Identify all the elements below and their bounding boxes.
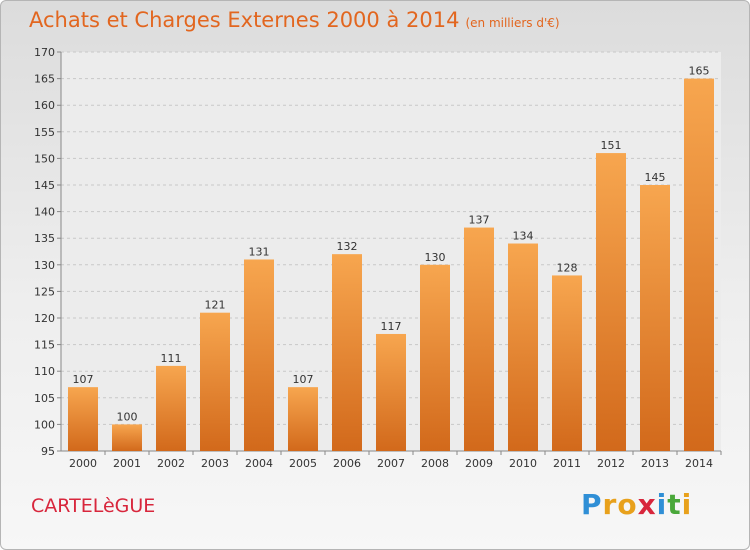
y-tick-label: 130 — [34, 259, 55, 272]
chart-title: Achats et Charges Externes 2000 à 2014 (e… — [29, 8, 560, 32]
bar-2004 — [244, 259, 274, 451]
bar-value-label: 151 — [601, 139, 622, 152]
bar-value-label: 117 — [381, 320, 402, 333]
bar-2003 — [200, 312, 230, 451]
bar-2013 — [640, 185, 670, 451]
x-tick-label: 2001 — [113, 457, 141, 470]
y-tick-label: 165 — [34, 73, 55, 86]
logo-letter: o — [617, 488, 638, 521]
bar-2009 — [464, 227, 494, 451]
chart-title-text: Achats et Charges Externes 2000 à 2014 — [29, 8, 460, 32]
bar-value-label: 121 — [205, 299, 226, 312]
x-tick-label: 2004 — [245, 457, 273, 470]
y-tick-label: 115 — [34, 339, 55, 352]
logo-letter: i — [656, 488, 668, 521]
bar-2005 — [288, 387, 318, 451]
bar-value-label: 132 — [337, 240, 358, 253]
y-tick-label: 100 — [34, 418, 55, 431]
y-tick-label: 135 — [34, 232, 55, 245]
bar-2007 — [376, 333, 406, 451]
bar-2014 — [684, 78, 714, 451]
y-tick-label: 110 — [34, 365, 55, 378]
bar-2006 — [332, 254, 362, 451]
bar-value-label: 111 — [161, 352, 182, 365]
x-tick-label: 2012 — [597, 457, 625, 470]
bar-value-label: 107 — [73, 373, 94, 386]
x-tick-label: 2014 — [685, 457, 713, 470]
bar-value-label: 145 — [645, 171, 666, 184]
y-tick-label: 120 — [34, 312, 55, 325]
x-tick-label: 2013 — [641, 457, 669, 470]
x-tick-label: 2008 — [421, 457, 449, 470]
logo-letter: t — [667, 488, 682, 521]
y-tick-label: 150 — [34, 152, 55, 165]
bar-2012 — [596, 153, 626, 451]
x-tick-label: 2002 — [157, 457, 185, 470]
x-tick-label: 2006 — [333, 457, 361, 470]
y-tick-label: 155 — [34, 126, 55, 139]
bar-2010 — [508, 243, 538, 451]
x-tick-label: 2003 — [201, 457, 229, 470]
y-tick-label: 105 — [34, 392, 55, 405]
bar-2001 — [112, 424, 142, 451]
bar-2000 — [68, 387, 98, 451]
x-tick-label: 2000 — [69, 457, 97, 470]
bar-2002 — [156, 365, 186, 451]
bar-2011 — [552, 275, 582, 451]
chart-subtitle: (en milliers d'€) — [465, 16, 560, 30]
y-tick-label: 145 — [34, 179, 55, 192]
y-tick-label: 95 — [41, 445, 55, 458]
commune-name: CARTELèGUE — [31, 495, 156, 517]
logo-letter: r — [602, 488, 618, 521]
bar-2008 — [420, 264, 450, 451]
bar-value-label: 100 — [117, 410, 138, 423]
bar-value-label: 131 — [249, 245, 270, 258]
proxiti-logo: Proxiti — [581, 488, 692, 521]
x-tick-label: 2005 — [289, 457, 317, 470]
logo-letter: x — [637, 488, 657, 521]
x-tick-label: 2010 — [509, 457, 537, 470]
y-tick-label: 170 — [34, 46, 55, 59]
bar-value-label: 137 — [469, 214, 490, 227]
x-tick-label: 2011 — [553, 457, 581, 470]
bar-value-label: 134 — [513, 230, 534, 243]
y-tick-label: 160 — [34, 99, 55, 112]
bar-value-label: 165 — [689, 65, 710, 78]
x-tick-label: 2007 — [377, 457, 405, 470]
bar-value-label: 107 — [293, 373, 314, 386]
y-tick-label: 140 — [34, 206, 55, 219]
y-tick-label: 125 — [34, 285, 55, 298]
logo-letter: P — [581, 488, 603, 521]
x-tick-label: 2009 — [465, 457, 493, 470]
logo-letter: i — [681, 488, 693, 521]
bar-value-label: 128 — [557, 261, 578, 274]
bar-value-label: 130 — [425, 251, 446, 264]
